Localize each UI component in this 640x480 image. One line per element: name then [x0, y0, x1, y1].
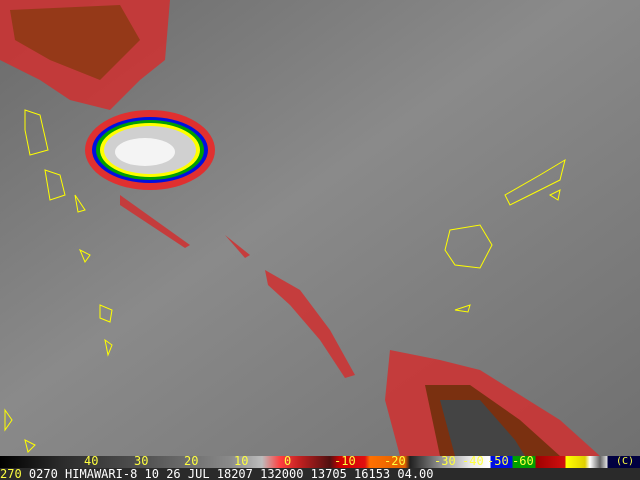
cloud-band-central [120, 195, 355, 378]
colorbar-tick: -20 [384, 454, 406, 468]
cloud-cluster-northwest [0, 0, 170, 110]
colorbar-tick: 10 [234, 454, 249, 468]
convective-storm [85, 110, 215, 190]
info-prefix: 270 [0, 467, 22, 480]
colorbar-tick: 40 [84, 454, 99, 468]
colorbar-tick: -60 [512, 454, 534, 468]
colorbar-tick: -50 [487, 454, 509, 468]
coastlines [4, 109, 566, 453]
temperature-colorbar [0, 456, 640, 468]
colorbar-tick: 20 [184, 454, 199, 468]
image-info-line: 270 0270 HIMAWARI-8 10 26 JUL 18207 1320… [0, 468, 640, 480]
colorbar-tick: 0 [284, 454, 292, 468]
colorbar-tick: -30 [434, 454, 456, 468]
colorbar-tick: -40 [462, 454, 484, 468]
satellite-ir-image [0, 0, 640, 456]
colorbar-unit: (C) [616, 456, 635, 467]
colorbar-tick: 30 [134, 454, 149, 468]
colorbar-tick: -10 [334, 454, 356, 468]
info-text: 0270 HIMAWARI-8 10 26 JUL 18207 132000 1… [28, 467, 434, 480]
cloud-cluster-southeast [385, 350, 600, 456]
